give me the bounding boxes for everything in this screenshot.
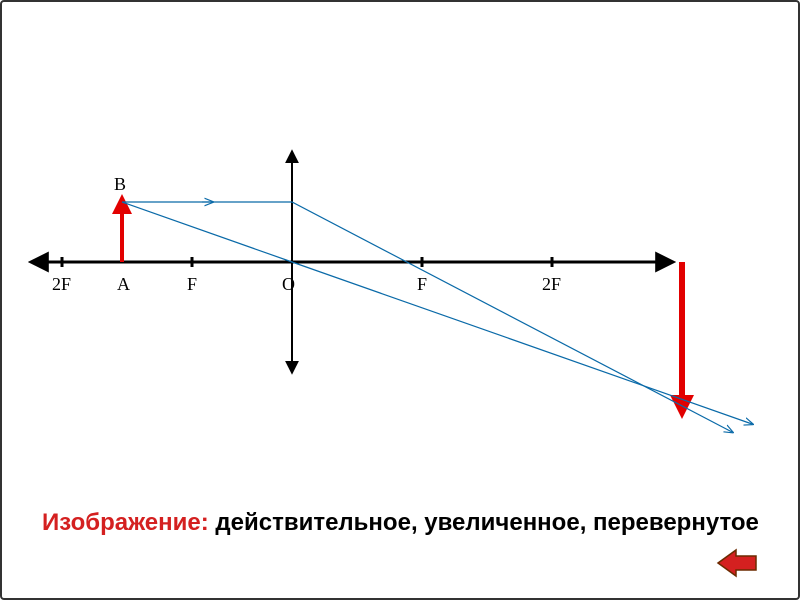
lens-ray-diagram: 2F A F O F 2F B [2, 102, 800, 452]
caption-label: Изображение: [42, 509, 209, 536]
label-neg-2f: 2F [52, 274, 71, 295]
ray-parallel [122, 202, 732, 432]
ray-center [122, 202, 752, 424]
label-o: O [282, 274, 295, 295]
label-f: F [417, 274, 427, 295]
label-neg-f: F [187, 274, 197, 295]
prev-button[interactable] [716, 548, 758, 578]
caption: Изображение: действительное, увеличенное… [42, 507, 759, 538]
label-a: A [117, 274, 130, 295]
label-2f: 2F [542, 274, 561, 295]
arrow-left-icon [716, 548, 758, 578]
label-b: B [114, 174, 126, 195]
caption-text: действительное, увеличенное, перевернуто… [209, 509, 759, 536]
